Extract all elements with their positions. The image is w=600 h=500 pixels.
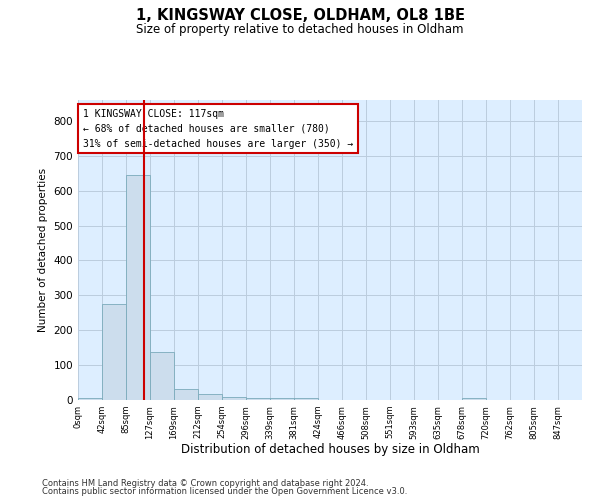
- Bar: [198, 394, 222, 400]
- Bar: [294, 398, 318, 400]
- Bar: [150, 352, 174, 400]
- Bar: [102, 304, 126, 400]
- Bar: [462, 398, 486, 400]
- Bar: [246, 398, 270, 400]
- Text: 1 KINGSWAY CLOSE: 117sqm
← 68% of detached houses are smaller (780)
31% of semi-: 1 KINGSWAY CLOSE: 117sqm ← 68% of detach…: [83, 109, 353, 148]
- Text: Contains public sector information licensed under the Open Government Licence v3: Contains public sector information licen…: [42, 488, 407, 496]
- Bar: [222, 396, 246, 400]
- Bar: [270, 398, 294, 400]
- Bar: [78, 398, 102, 400]
- Text: Size of property relative to detached houses in Oldham: Size of property relative to detached ho…: [136, 22, 464, 36]
- Text: Distribution of detached houses by size in Oldham: Distribution of detached houses by size …: [181, 442, 479, 456]
- Text: Contains HM Land Registry data © Crown copyright and database right 2024.: Contains HM Land Registry data © Crown c…: [42, 478, 368, 488]
- Text: 1, KINGSWAY CLOSE, OLDHAM, OL8 1BE: 1, KINGSWAY CLOSE, OLDHAM, OL8 1BE: [136, 8, 464, 22]
- Bar: [174, 389, 198, 400]
- Bar: [126, 175, 150, 400]
- Y-axis label: Number of detached properties: Number of detached properties: [38, 168, 48, 332]
